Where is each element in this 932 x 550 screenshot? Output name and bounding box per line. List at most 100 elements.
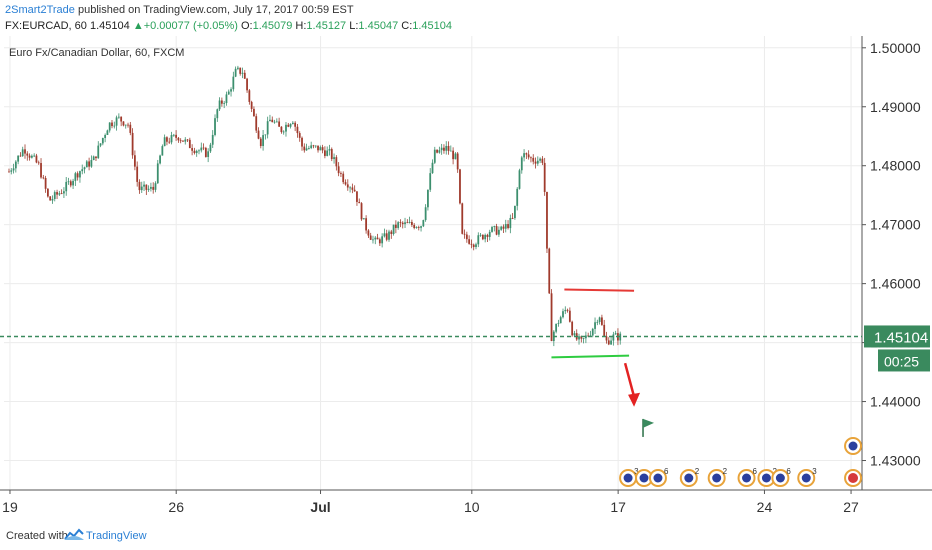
y-tick-label: 1.47000 — [870, 217, 921, 233]
candle-body — [248, 90, 251, 102]
candle-body — [280, 126, 283, 133]
candle-body — [520, 157, 523, 171]
candle-body — [127, 124, 129, 126]
event-count: 2 — [695, 467, 700, 476]
candle-body — [356, 191, 358, 202]
candle-body — [133, 155, 136, 167]
candle-body — [353, 189, 356, 192]
candle-body — [182, 140, 184, 142]
candle-body — [488, 231, 491, 237]
candle-body — [294, 122, 297, 127]
candle-body — [424, 207, 427, 221]
candle-body — [108, 122, 111, 131]
candle-body — [154, 183, 157, 190]
candle-body — [138, 181, 141, 191]
footer: Created with TradingView — [0, 520, 932, 550]
candle-body — [559, 317, 562, 324]
candle-body — [184, 139, 187, 142]
candle-body — [28, 155, 31, 158]
candle-body — [447, 145, 450, 151]
candle-body — [374, 237, 377, 240]
open-value: 1.45079 — [252, 20, 293, 32]
candle-body — [573, 333, 576, 336]
candle-body — [150, 186, 152, 189]
candle-body — [60, 193, 63, 195]
candle-body — [83, 167, 86, 170]
candle-body — [612, 334, 615, 341]
candle-body — [209, 144, 212, 152]
candle-body — [614, 333, 617, 335]
candle-body — [605, 336, 608, 341]
candle-body — [406, 222, 409, 224]
candle-body — [367, 230, 370, 236]
candle-body — [259, 138, 262, 147]
candle-body — [530, 157, 532, 159]
eu-flag-icon — [684, 473, 694, 483]
y-tick-label: 1.49000 — [870, 99, 921, 115]
candle-body — [214, 118, 216, 135]
x-tick-label: 19 — [2, 499, 18, 515]
candle-body — [147, 188, 150, 190]
candle-body — [546, 191, 548, 249]
candle-body — [401, 222, 404, 225]
candle-body — [381, 236, 384, 244]
candle-body — [536, 160, 539, 164]
candle-body — [330, 149, 333, 160]
candle-body — [188, 139, 191, 149]
last-price: 1.45104 — [89, 20, 130, 32]
candle-body — [275, 121, 278, 123]
x-tick-label: Jul — [310, 499, 330, 515]
author-link[interactable]: 2Smart2Trade — [5, 4, 75, 16]
candle-body — [220, 100, 223, 104]
candle-body — [392, 224, 395, 234]
candle-body — [191, 148, 194, 151]
candle-body — [397, 222, 400, 228]
candle-body — [40, 163, 42, 178]
candle-body — [598, 317, 601, 322]
candle-body — [548, 248, 551, 294]
candle-body — [534, 161, 537, 164]
candle-body — [74, 173, 77, 181]
event-count: 3 — [812, 467, 817, 476]
candle-body — [362, 218, 365, 220]
candle-body — [145, 184, 148, 190]
eu-flag-icon — [848, 441, 858, 451]
eu-flag-icon — [653, 473, 663, 483]
eu-flag-icon — [712, 473, 722, 483]
candle-body — [465, 234, 468, 240]
candle-body — [124, 124, 127, 126]
candle-body — [97, 145, 100, 159]
candle-body — [58, 193, 61, 195]
price-chart[interactable]: 1.500001.490001.480001.470001.460001.450… — [0, 36, 932, 520]
candle-body — [369, 235, 372, 240]
candle-body — [257, 130, 260, 139]
candle-body — [481, 234, 484, 240]
candle-body — [271, 119, 274, 123]
candle-body — [227, 91, 230, 95]
candle-body — [410, 221, 413, 225]
event-count: 2 — [723, 467, 728, 476]
candle-body — [509, 217, 512, 229]
candle-body — [26, 153, 29, 156]
candle-body — [193, 150, 196, 153]
candle-body — [33, 155, 36, 157]
candle-body — [532, 157, 535, 162]
tradingview-logo-icon[interactable] — [64, 528, 84, 542]
candle-body — [67, 181, 70, 183]
candle-body — [351, 187, 354, 190]
candle-body — [468, 239, 471, 244]
tradingview-brand[interactable]: TradingView — [86, 530, 147, 542]
x-tick-label: 27 — [843, 499, 859, 515]
symbol-label[interactable]: FX:EURCAD, 60 — [5, 20, 87, 32]
candle-body — [262, 135, 264, 147]
candle-body — [484, 234, 487, 240]
candle-body — [269, 119, 271, 122]
candle-body — [21, 149, 24, 157]
candle-body — [172, 134, 175, 136]
published-text: published on TradingView.com, July 17, 2… — [77, 4, 354, 16]
candle-body — [81, 169, 84, 172]
candle-body — [285, 124, 287, 132]
candle-body — [335, 157, 338, 167]
candle-body — [580, 336, 583, 339]
candle-body — [129, 124, 132, 133]
